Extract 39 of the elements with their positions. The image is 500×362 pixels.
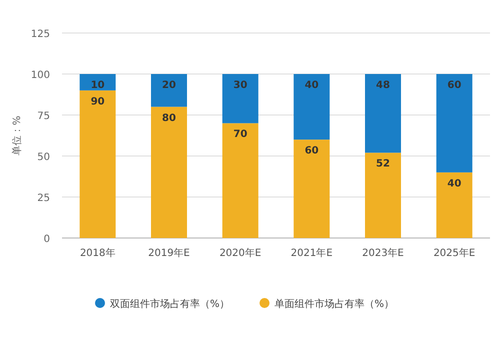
bar [80,90,116,238]
x-tick-label: 2018年 [80,247,116,259]
y-tick-label: 125 [30,29,50,40]
bar [222,74,258,124]
data-label: 60 [304,146,319,157]
legend-label: 单面组件市场占有率（%） [274,298,394,310]
bar [365,152,401,238]
bar [436,172,472,238]
data-label: 10 [90,80,105,91]
bar [151,74,187,107]
data-label: 40 [304,80,319,91]
bar [80,74,116,90]
data-label: 52 [376,158,390,170]
x-tick-label: 2023年E [362,247,404,259]
data-label: 40 [447,178,462,190]
data-label: 60 [447,80,462,91]
y-tick-label: 75 [37,111,50,122]
bar [222,123,258,238]
x-tick-label: 2020年E [219,247,262,259]
data-label: 70 [233,129,248,140]
bar [365,74,401,153]
data-label: 48 [376,80,390,91]
x-tick-label: 2021年E [290,247,333,259]
y-tick-label: 25 [37,193,50,204]
y-axis-title: 单位：% [11,116,23,156]
x-tick-label: 2025年E [433,247,476,259]
data-label: 20 [162,80,176,91]
bar [151,106,187,238]
data-label: 80 [162,112,176,124]
y-tick-label: 50 [37,152,50,163]
x-tick-label: 2019年E [148,247,190,259]
bar [294,140,330,238]
bar [294,74,330,140]
data-label: 90 [90,96,105,108]
legend-label: 双面组件市场占有率（%） [110,298,230,310]
bar [436,74,472,172]
data-label: 30 [233,80,248,91]
y-tick-label: 0 [44,234,50,245]
y-tick-label: 100 [30,70,50,81]
